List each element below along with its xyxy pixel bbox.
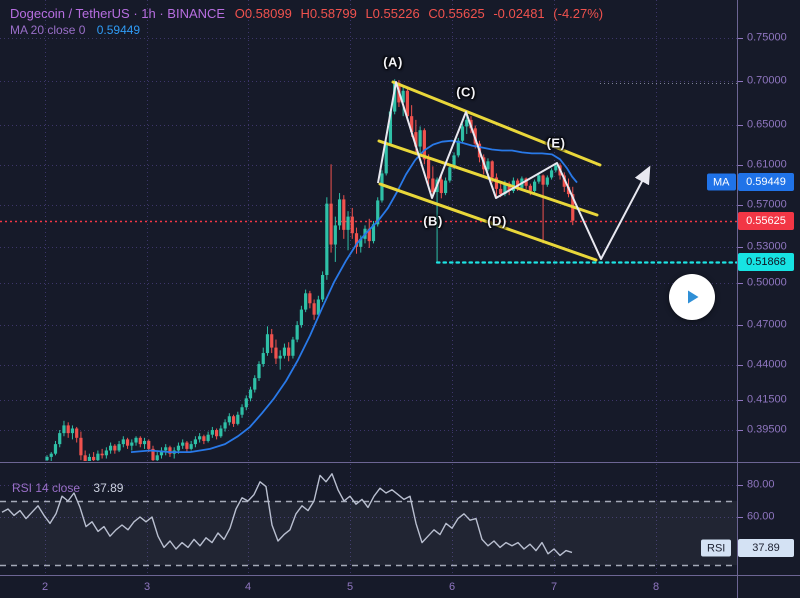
price-axis-label: 0.53000 — [747, 240, 787, 253]
ma-indicator-value: 0.59449 — [96, 23, 141, 37]
symbol-title[interactable]: Dogecoin / TetherUS · 1h · BINANCE — [10, 6, 226, 21]
price-axis-label: 0.61000 — [747, 158, 787, 171]
rsi-indicator-label[interactable]: RSI 14 close — [12, 481, 81, 495]
time-axis-label: 4 — [244, 581, 252, 593]
ma-indicator-label[interactable]: MA 20 close 0 — [10, 23, 86, 37]
time-axis-label: 5 — [346, 581, 354, 593]
time-axis-label: 3 — [143, 581, 151, 593]
price-axis-label: 0.57000 — [747, 198, 787, 211]
wave-point-label[interactable]: (D) — [487, 213, 507, 229]
time-axis-label: 8 — [652, 581, 660, 593]
close-value: C0.55625 — [428, 6, 485, 21]
rsi-indicator-row: RSI 14 close 37.89 — [12, 481, 123, 495]
grid-lines — [0, 0, 737, 575]
wave-point-label[interactable]: (B) — [423, 213, 443, 229]
price-axis-label: 0.50000 — [747, 276, 787, 289]
price-axis-label: 0.44000 — [747, 358, 787, 371]
change-value: -0.02481 — [493, 6, 545, 21]
price-level-lines — [0, 83, 737, 223]
price-axis-label: 0.70000 — [747, 74, 787, 87]
open-value: O0.58099 — [234, 6, 292, 21]
price-axis-label: 0.65000 — [747, 118, 787, 131]
trendline-drawings[interactable] — [377, 80, 602, 262]
rsi-value-badge: 37.89 — [738, 539, 794, 557]
axis-ticks — [738, 38, 743, 518]
change-percent: (-4.27%) — [553, 6, 604, 21]
time-axis-label: 2 — [41, 581, 49, 593]
time-axis-label: 7 — [550, 581, 558, 593]
price-axis-label: 0.75000 — [747, 31, 787, 44]
ma20-line — [130, 139, 578, 454]
rsi-axis-label: 60.00 — [747, 510, 775, 523]
ma-indicator-row: MA 20 close 0 0.59449 — [10, 23, 140, 37]
wave-point-label[interactable]: (E) — [546, 135, 566, 151]
ohlc-readout: O0.58099 H0.58799 L0.55226 C0.55625 -0.0… — [235, 6, 608, 21]
rsi-axis-label: 80.00 — [747, 478, 775, 491]
high-value: H0.58799 — [300, 6, 357, 21]
rsi-indicator-value: 37.89 — [93, 481, 124, 495]
rsi-band — [0, 500, 737, 567]
low-value: L0.55226 — [365, 6, 420, 21]
wave-drawing[interactable] — [377, 81, 651, 260]
ma-price-badge: 0.59449 — [738, 173, 794, 191]
rsi-axis-tag: RSI — [701, 539, 732, 557]
rsi-curve — [1, 473, 573, 557]
price-axis-label: 0.41500 — [747, 393, 787, 406]
play-button[interactable] — [669, 274, 715, 320]
price-axis-label: 0.47000 — [747, 318, 787, 331]
last-price-badge: 0.55625 — [738, 212, 794, 230]
ma-axis-tag: MA — [707, 173, 736, 191]
wave-point-label[interactable]: (A) — [383, 54, 403, 70]
target-price-badge: 0.51868 — [738, 253, 794, 271]
header-row: Dogecoin / TetherUS · 1h · BINANCE O0.58… — [10, 6, 608, 21]
time-axis-label: 6 — [448, 581, 456, 593]
price-axis-label: 0.39500 — [747, 423, 787, 436]
wave-point-label[interactable]: (C) — [456, 84, 476, 100]
play-icon — [688, 290, 699, 304]
candlesticks — [45, 79, 575, 461]
